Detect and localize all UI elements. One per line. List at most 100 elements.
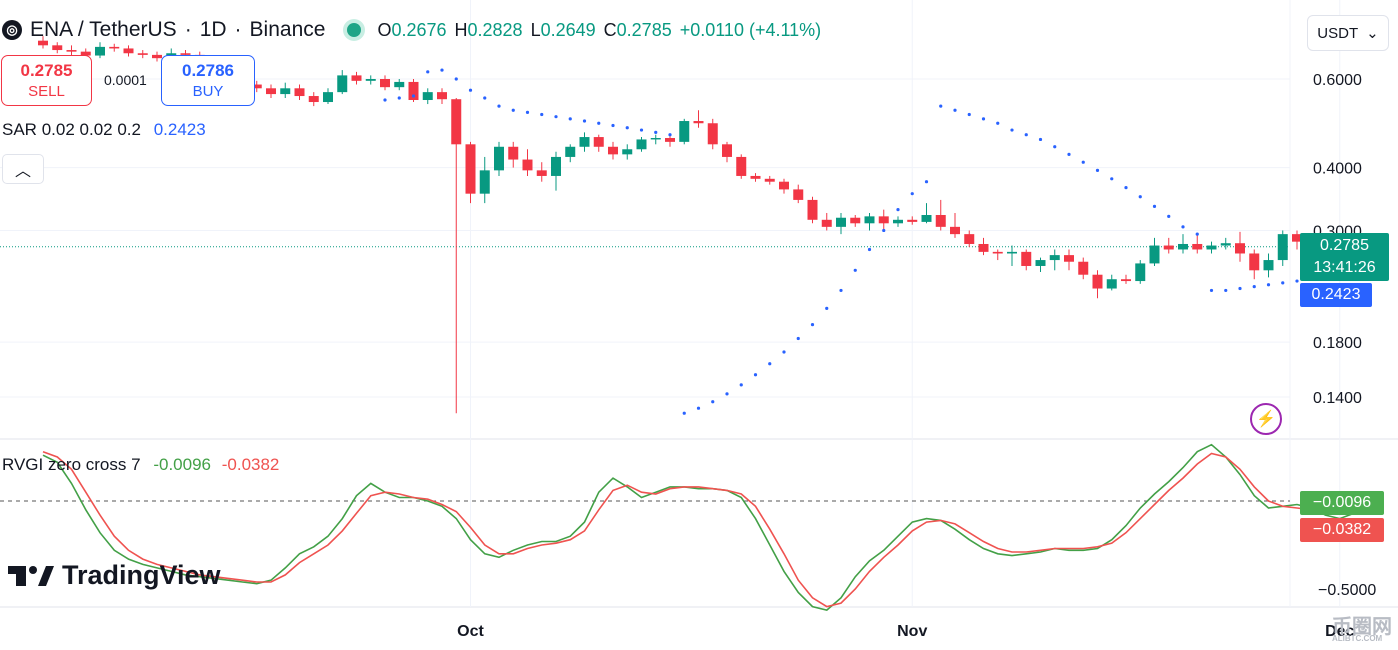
sar-point [768,362,772,366]
sar-point [1167,214,1171,218]
buy-label: BUY [192,83,224,100]
tradingview-logo[interactable]: TradingView [8,560,221,591]
high-value: 0.2828 [467,19,523,40]
candle-body [494,146,504,171]
sar-point [682,411,686,415]
candle-body [807,199,818,220]
sell-button[interactable]: 0.2785 SELL [1,55,92,106]
sar-point [1095,168,1100,172]
sar-point [1181,225,1185,229]
candle-body [351,75,362,81]
sar-point [1152,204,1157,208]
lightning-icon[interactable]: ⚡ [1250,403,1282,435]
sar-point [483,96,487,100]
sar-point [426,70,430,74]
sar-point [497,104,501,108]
sar-point [939,104,943,108]
sar-point [1266,283,1271,287]
candle-body [1106,279,1117,289]
change-value: +0.0110 (+4.11%) [679,19,822,40]
sar-legend[interactable]: SAR 0.02 0.02 0.2 0.2423 [2,120,206,140]
rvgi-tick-label: −0.5000 [1318,582,1376,599]
sar-point [996,121,1000,125]
high-label: H [454,19,468,40]
candle-body [950,226,960,235]
candle-body [394,81,405,88]
sar-params: 0.02 0.02 0.2 [41,120,141,139]
candle-body [622,149,633,155]
open-label: O [377,19,392,40]
sar-point [782,350,786,354]
candle-body [551,156,561,176]
buy-button[interactable]: 0.2786 BUY [161,55,255,106]
candle-body [1263,260,1274,271]
candle-body [365,79,376,81]
sar-point [1252,285,1256,289]
open-value: 0.2676 [391,19,447,40]
candle-body [593,137,604,147]
sar-point [1209,288,1214,293]
sar-point [1067,152,1071,156]
sar-point [668,133,672,137]
candle-body [764,178,775,182]
rvgi-series-line [42,450,1369,608]
candle-body [1092,274,1103,289]
sar-point [1081,160,1085,164]
candle-body [1206,245,1217,250]
sar-point [1024,133,1028,137]
sar-point [696,406,701,410]
chevron-down-icon: ⌄ [1366,25,1379,42]
price-tick-label: 0.4000 [1313,161,1362,178]
rvgi-layer [42,443,1369,611]
sar-point [540,112,544,117]
buy-price: 0.2786 [182,61,234,80]
sar-point [639,128,644,132]
watermark-text: 币圈网 [1332,616,1392,638]
sar-point [853,268,857,272]
sar-point [910,192,914,196]
sar-name: SAR [2,120,37,139]
sar-point [967,112,971,117]
sar-point [568,117,572,121]
rvgi-a-badge-value: −0.0096 [1312,494,1372,511]
candle-body [508,146,519,160]
sar-point [582,119,587,123]
sar-point [810,322,815,327]
time-tick-label: Dec [1325,623,1354,640]
sar-point [1110,177,1114,181]
currency-select[interactable]: USDT ⌄ [1307,15,1389,51]
sar-point [1238,286,1242,291]
low-value: 0.2649 [540,19,596,40]
candle-body [850,217,861,224]
price-tick-label: 0.1400 [1313,390,1362,407]
sar-point [753,373,758,377]
rvgi-b-badge: −0.0382 [1300,518,1384,542]
candle-body [1292,234,1302,242]
rvgi-legend[interactable]: RVGI zero cross 7 -0.0096 -0.0382 [2,455,279,475]
collapse-legend-button[interactable]: ︿ [2,154,44,184]
exchange-label: Binance [249,18,326,41]
candle-body [137,53,148,55]
candle-body [1007,251,1017,254]
sar-point [1124,186,1128,190]
sar-point [440,68,444,72]
candle-body [1078,261,1089,275]
tradingview-logo-icon [8,565,54,586]
sar-point [611,123,615,128]
candle-body [650,138,661,140]
sell-label: SELL [28,83,65,100]
candle-body [180,53,191,55]
low-label: L [530,19,541,40]
market-open-icon [347,23,362,37]
sar-badge-value: 0.2423 [1311,286,1361,303]
symbol-legend[interactable]: ◎ ENA / TetherUS · 1D · Binance O0.2676 … [2,18,821,42]
candle-body [1163,245,1174,250]
brand-name: TradingView [62,560,221,590]
timeframe-label: 1D [199,18,227,41]
sar-point [867,247,872,252]
sar-point [654,130,658,134]
sar-point [896,208,900,212]
candle-body [38,40,48,46]
candle-body [1192,243,1203,250]
candle-body [579,137,590,147]
